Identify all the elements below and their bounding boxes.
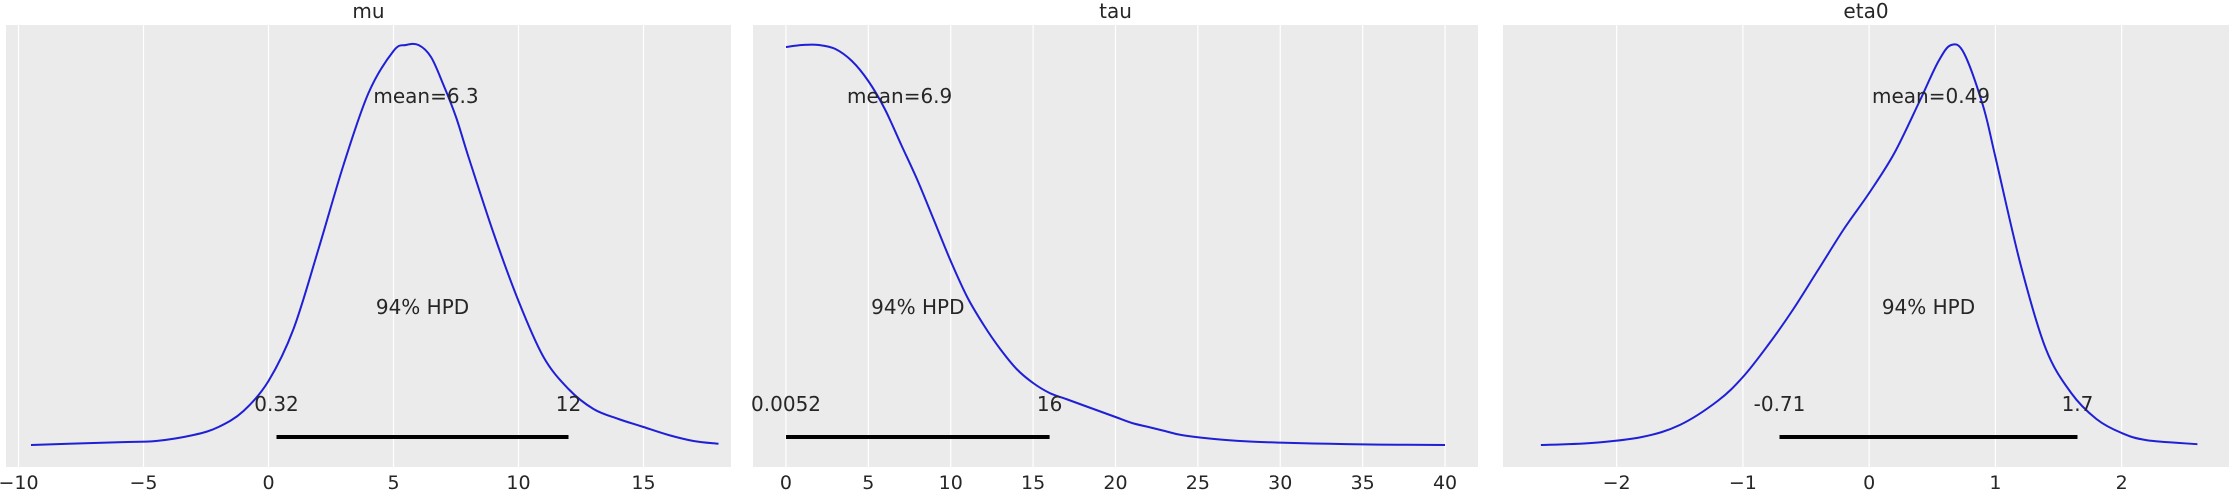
- x-tick-label: 30: [1268, 472, 1292, 494]
- hpd-label-tau: 94% HPD: [871, 295, 964, 319]
- panel-eta0: eta0 mean=0.49 94% HPD -0.71 1.7 −2 −1 0 1 2: [1503, 0, 2229, 494]
- x-tick-label: 35: [1351, 472, 1375, 494]
- mean-label-tau: mean=6.9: [847, 84, 952, 108]
- x-tick-label: 1: [1989, 472, 2001, 494]
- hpd-label-eta0: 94% HPD: [1882, 295, 1975, 319]
- density-curve-tau: [785, 43, 1446, 446]
- plot-area-eta0: [1503, 25, 2229, 467]
- hpd-high-label-tau: 16: [1037, 392, 1062, 416]
- plot-area-mu: [6, 25, 731, 467]
- hpd-high-label-mu: 12: [556, 392, 581, 416]
- x-tick-label: 20: [1103, 472, 1127, 494]
- panel-mu: mu mean=6.3 94% HPD 0.32 12 −10 −5 0 5 10 15: [0, 0, 731, 494]
- x-tick-label: 10: [939, 472, 963, 494]
- x-tick-label: 25: [1186, 472, 1210, 494]
- hpd-high-label-eta0: 1.7: [2062, 392, 2094, 416]
- x-ticks-tau: 0 5 10 15 20 25 30 35 40: [780, 472, 1457, 494]
- x-tick-label: 5: [862, 472, 874, 494]
- mean-label-eta0: mean=0.49: [1872, 84, 1990, 108]
- panel-title-tau: tau: [1099, 0, 1132, 23]
- grid-eta0: [1616, 25, 2123, 467]
- x-tick-label: −5: [129, 472, 157, 494]
- hpd-label-mu: 94% HPD: [376, 295, 469, 319]
- x-tick-label: 2: [2116, 472, 2128, 494]
- panel-title-mu: mu: [352, 0, 384, 23]
- hpd-low-label-eta0: -0.71: [1754, 392, 1806, 416]
- mean-label-mu: mean=6.3: [373, 84, 478, 108]
- x-tick-label: −1: [1729, 472, 1757, 494]
- x-tick-label: 15: [1021, 472, 1045, 494]
- x-tick-label: −10: [0, 472, 39, 494]
- grid-mu: [17, 25, 645, 467]
- x-tick-label: 0: [780, 472, 792, 494]
- panel-tau: tau mean=6.9 94% HPD 0.0052 16 0 5 10 15 20 2…: [751, 0, 1478, 494]
- x-ticks-mu: −10 −5 0 5 10 15: [0, 472, 656, 494]
- density-curve-mu: [30, 42, 719, 446]
- x-tick-label: 10: [506, 472, 530, 494]
- hpd-low-label-mu: 0.32: [254, 392, 299, 416]
- x-tick-label: 5: [387, 472, 399, 494]
- x-tick-label: −2: [1603, 472, 1631, 494]
- x-tick-label: 0: [262, 472, 274, 494]
- x-tick-label: 15: [631, 472, 655, 494]
- x-ticks-eta0: −2 −1 0 1 2: [1603, 472, 2128, 494]
- x-tick-label: 40: [1433, 472, 1457, 494]
- hpd-low-label-tau: 0.0052: [751, 392, 821, 416]
- panel-title-eta0: eta0: [1843, 0, 1888, 23]
- grid-tau: [785, 25, 1446, 467]
- x-tick-label: 0: [1863, 472, 1875, 494]
- density-curve-eta0: [1540, 43, 2198, 446]
